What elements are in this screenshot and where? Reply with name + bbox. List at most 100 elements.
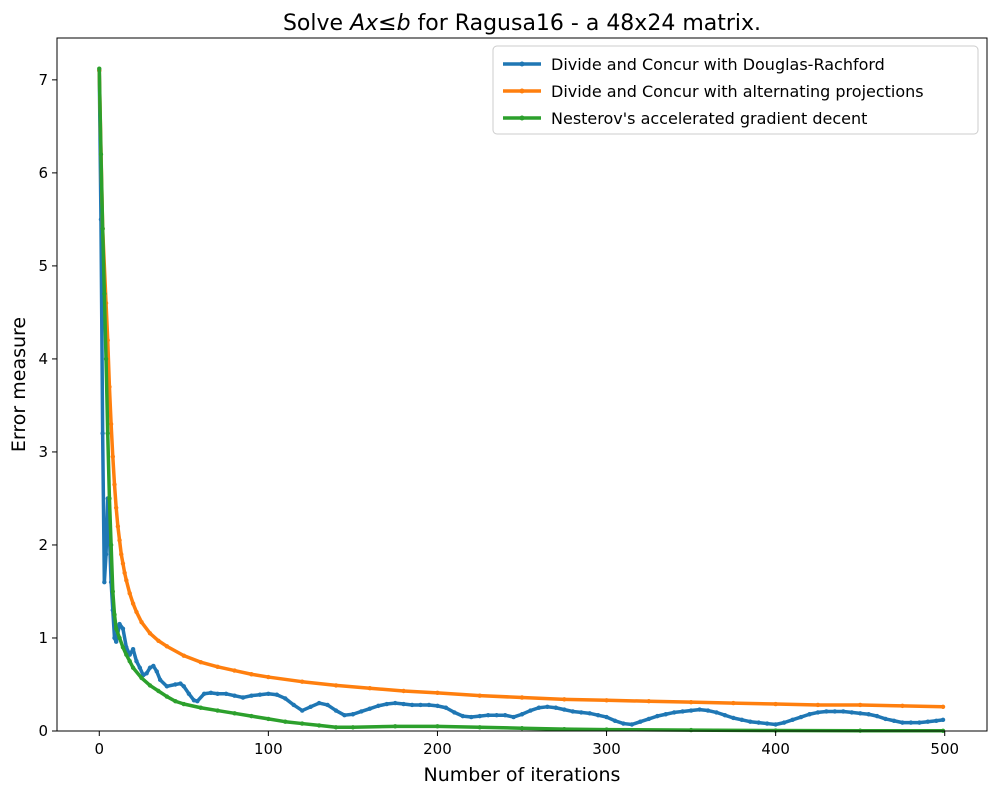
legend-marker bbox=[519, 88, 525, 94]
data-point bbox=[201, 691, 207, 696]
data-point bbox=[130, 601, 136, 606]
data-point bbox=[773, 722, 778, 727]
data-point bbox=[139, 675, 144, 681]
data-point bbox=[841, 709, 846, 714]
legend-label: Nesterov's accelerated gradient decent bbox=[551, 109, 867, 128]
data-point bbox=[144, 671, 149, 676]
data-point bbox=[120, 561, 126, 566]
data-point bbox=[117, 538, 122, 543]
data-point bbox=[249, 693, 254, 698]
data-point bbox=[764, 721, 770, 726]
data-point bbox=[127, 659, 132, 664]
x-tick-label: 100 bbox=[254, 740, 283, 758]
data-point bbox=[107, 496, 112, 501]
data-point bbox=[815, 702, 821, 708]
data-point bbox=[325, 702, 330, 708]
data-point bbox=[350, 712, 356, 717]
data-point bbox=[553, 705, 559, 710]
data-point bbox=[934, 718, 939, 723]
data-point bbox=[857, 711, 863, 716]
legend: Divide and Concur with Douglas-Rachford D… bbox=[492, 45, 979, 135]
data-point bbox=[655, 713, 660, 719]
legend-box bbox=[492, 45, 979, 135]
data-point bbox=[124, 578, 129, 583]
data-point bbox=[110, 454, 116, 459]
data-point bbox=[773, 701, 778, 707]
data-point bbox=[587, 711, 592, 716]
data-point bbox=[164, 684, 170, 689]
series-divide-and-concur-with-alternating-projections bbox=[97, 68, 946, 710]
data-point bbox=[108, 421, 114, 427]
x-tick-label: 0 bbox=[94, 740, 104, 758]
data-point bbox=[299, 679, 305, 684]
title-relation: ≤ bbox=[378, 11, 396, 36]
data-point bbox=[883, 716, 888, 722]
data-point bbox=[186, 691, 192, 696]
data-point bbox=[739, 717, 745, 723]
ticks-layer: 0 100 200 300 400 500 0 1 2 3 4 5 6 7 bbox=[38, 71, 959, 758]
data-point bbox=[156, 688, 161, 694]
data-point bbox=[401, 688, 406, 694]
data-point bbox=[333, 708, 339, 713]
data-point bbox=[519, 726, 525, 731]
y-tick-label: 5 bbox=[38, 257, 48, 275]
data-point bbox=[164, 694, 170, 699]
legend-item: Divide and Concur with Douglas-Rachford bbox=[503, 55, 885, 74]
data-point bbox=[108, 542, 114, 548]
title-math-b: b bbox=[397, 11, 411, 36]
data-point bbox=[147, 631, 153, 636]
data-point bbox=[154, 669, 159, 674]
data-point bbox=[113, 639, 119, 644]
data-point bbox=[435, 703, 440, 709]
data-point bbox=[908, 720, 914, 725]
data-point bbox=[350, 725, 356, 730]
x-tick-label: 200 bbox=[423, 740, 452, 758]
data-point bbox=[198, 659, 203, 665]
data-point bbox=[562, 726, 567, 732]
data-point bbox=[97, 66, 102, 71]
data-point bbox=[680, 709, 685, 714]
data-point bbox=[100, 226, 105, 231]
data-point bbox=[477, 713, 482, 719]
data-point bbox=[103, 356, 109, 362]
legend-label: Divide and Concur with Douglas-Rachford bbox=[551, 55, 885, 74]
data-point bbox=[316, 700, 322, 706]
data-point bbox=[494, 712, 499, 718]
legend-item: Divide and Concur with alternating proje… bbox=[503, 82, 924, 101]
data-point bbox=[291, 702, 296, 708]
data-point bbox=[232, 693, 237, 698]
data-point bbox=[120, 626, 126, 631]
title-suffix: for Ragusa16 - a 48x24 matrix. bbox=[411, 11, 761, 36]
data-point bbox=[181, 653, 187, 658]
data-point bbox=[646, 716, 652, 722]
data-point bbox=[299, 708, 305, 713]
data-point bbox=[832, 709, 838, 714]
data-point bbox=[117, 635, 122, 641]
data-point bbox=[112, 612, 117, 617]
data-point bbox=[940, 717, 946, 723]
data-point bbox=[638, 719, 643, 724]
data-point bbox=[105, 431, 110, 436]
data-point bbox=[900, 703, 905, 709]
y-axis-label: Error measure bbox=[8, 317, 30, 452]
data-point bbox=[223, 691, 229, 696]
data-point bbox=[570, 709, 575, 714]
data-point bbox=[359, 709, 364, 714]
series-line bbox=[97, 66, 945, 733]
data-point bbox=[824, 709, 829, 714]
data-point bbox=[409, 702, 415, 708]
data-point bbox=[139, 619, 144, 625]
data-point bbox=[849, 710, 854, 715]
data-point bbox=[714, 710, 719, 715]
x-tick-label: 400 bbox=[761, 740, 790, 758]
data-point bbox=[671, 710, 677, 715]
data-point bbox=[646, 699, 652, 704]
legend-label: Divide and Concur with alternating proje… bbox=[551, 82, 924, 101]
data-point bbox=[130, 665, 136, 670]
data-point bbox=[891, 718, 897, 723]
data-point bbox=[134, 659, 139, 664]
data-point bbox=[110, 589, 116, 594]
data-point bbox=[157, 677, 163, 683]
data-point bbox=[477, 725, 482, 730]
data-point bbox=[283, 719, 288, 724]
